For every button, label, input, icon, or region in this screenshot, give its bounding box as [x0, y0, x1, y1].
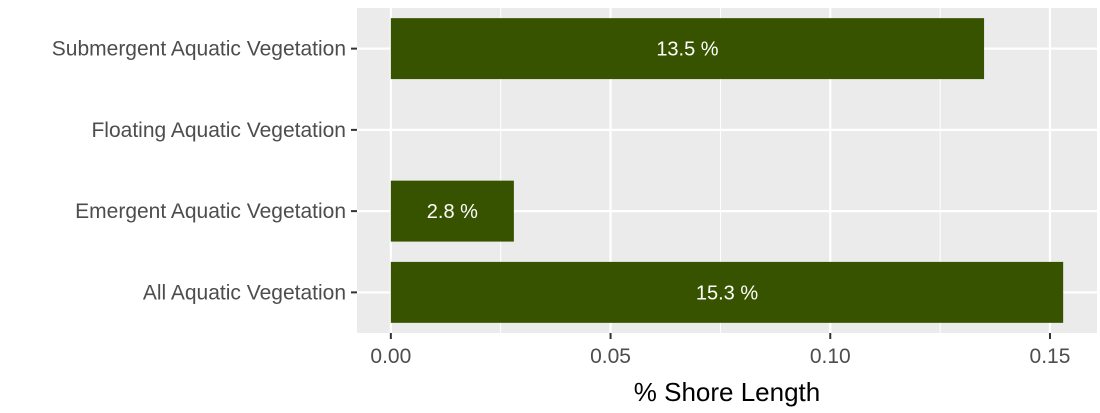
y-axis: Submergent Aquatic Vegetation Floating Aq… — [52, 38, 357, 304]
bars — [390, 18, 1064, 323]
x-axis: 0.00 0.05 0.10 0.15 — [370, 333, 1070, 368]
y-tick-label: Emergent Aquatic Vegetation — [75, 200, 346, 223]
bar — [390, 180, 514, 242]
data-labels: 13.5 % 2.8 % 15.3 % — [427, 39, 759, 305]
x-tick-label: 0.15 — [1030, 345, 1071, 368]
x-axis-title: % Shore Length — [634, 377, 820, 407]
y-tick-label: Floating Aquatic Vegetation — [91, 119, 346, 142]
bar — [390, 18, 985, 80]
y-tick-label: All Aquatic Vegetation — [143, 281, 346, 304]
bar-value-label: 13.5 % — [656, 39, 718, 61]
y-tick-label: Submergent Aquatic Vegetation — [52, 38, 346, 61]
bar — [390, 261, 1064, 323]
x-tick-label: 0.00 — [370, 345, 411, 368]
bar-value-label: 15.3 % — [696, 282, 758, 304]
x-tick-label: 0.05 — [590, 345, 631, 368]
bar-value-label: 2.8 % — [427, 201, 478, 223]
x-tick-label: 0.10 — [810, 345, 851, 368]
